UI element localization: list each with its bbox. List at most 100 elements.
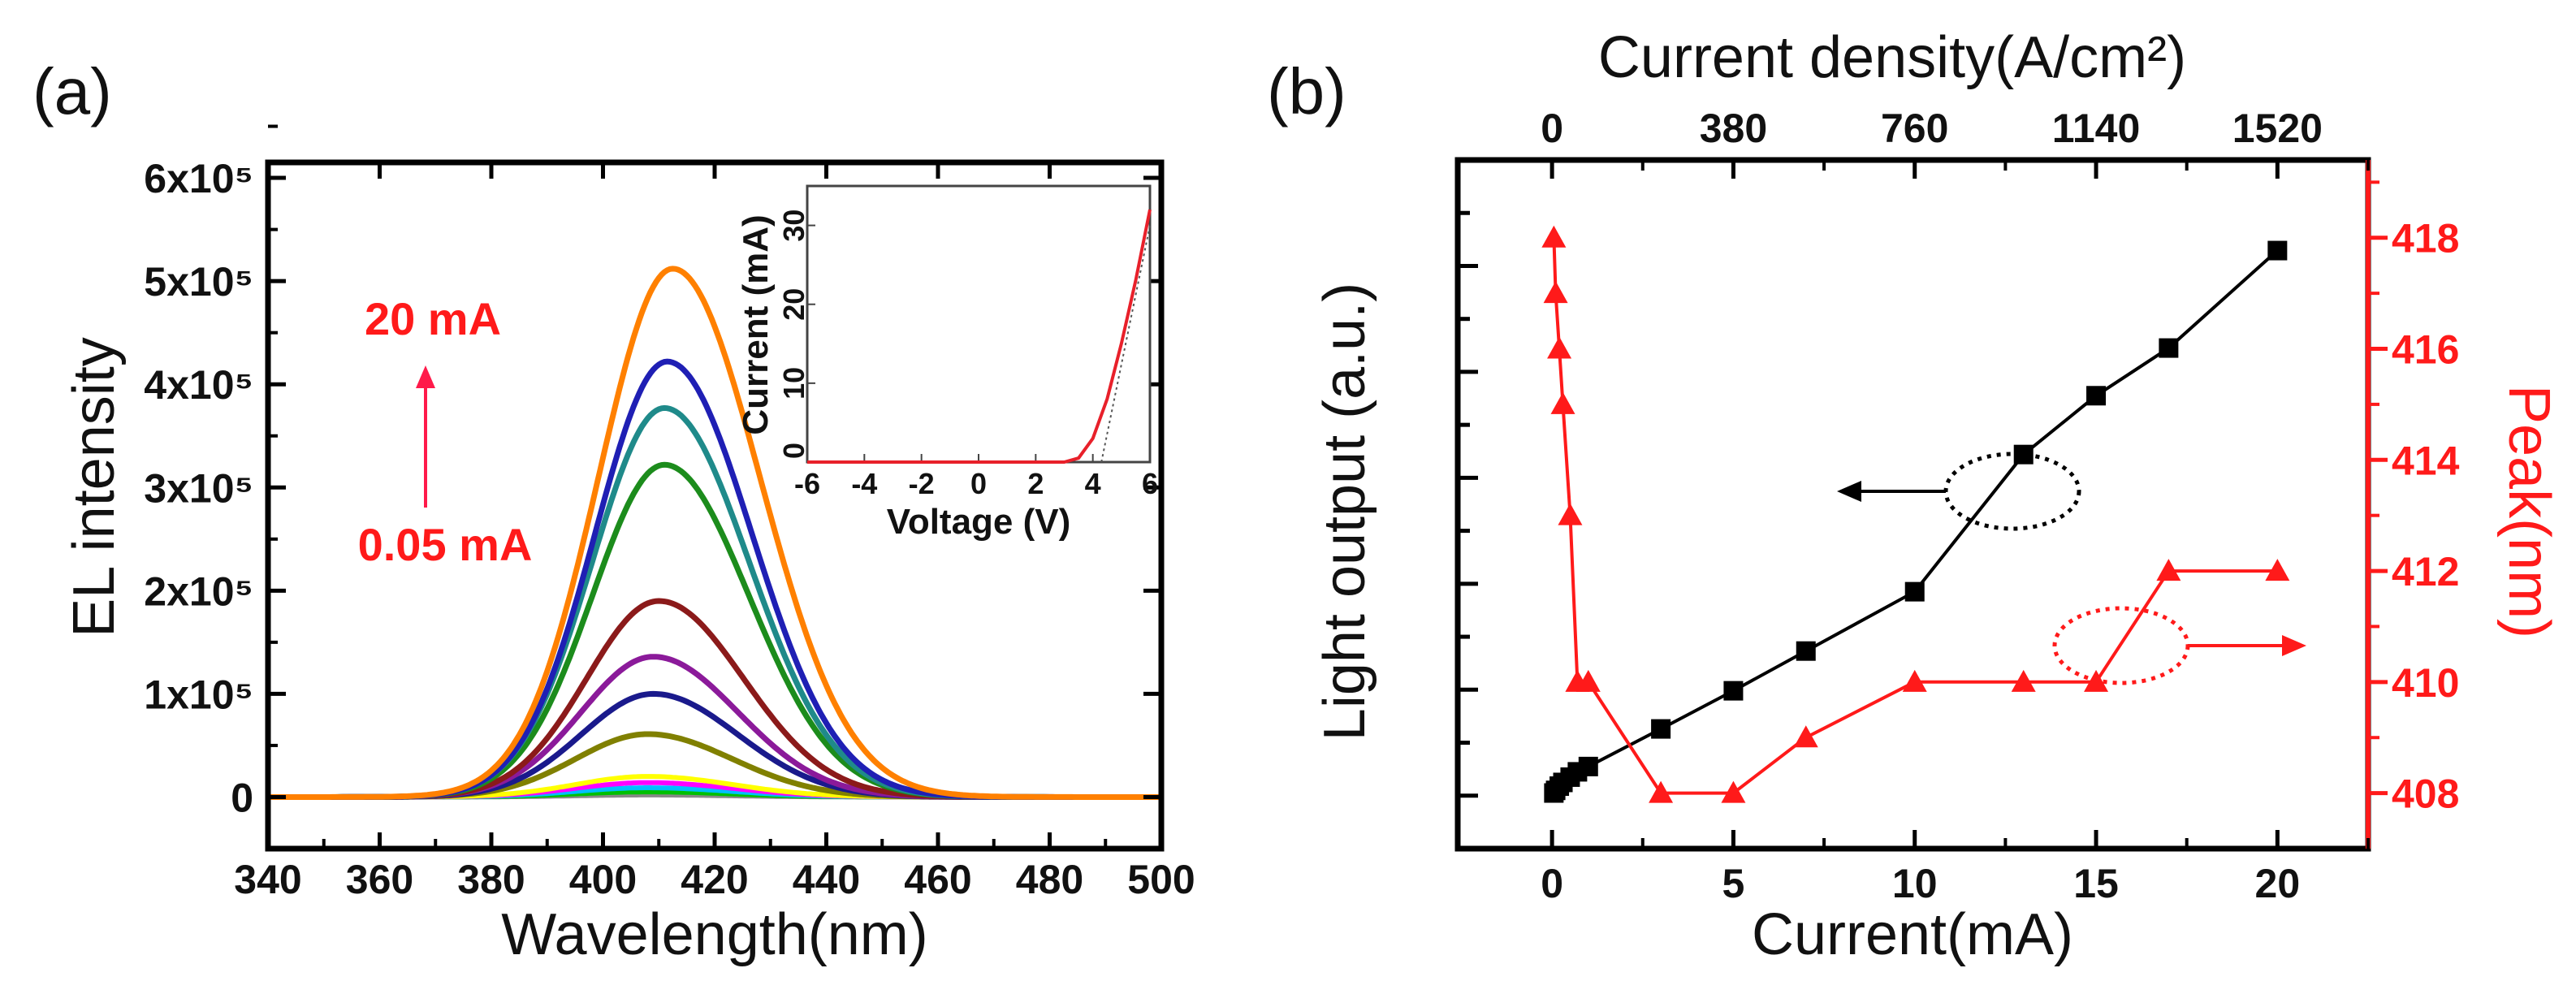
spectra-curves (268, 266, 1161, 800)
x-tick-label: 440 (793, 857, 860, 902)
light-output-point (2267, 240, 2288, 261)
inset-y-tick-label: 10 (777, 367, 810, 400)
right-y-tick-label: 414 (2392, 438, 2460, 483)
panel-b-ylabel-right: Peak(nm) (2496, 385, 2561, 638)
inset-x-tick-label: 6 (1142, 467, 1158, 500)
inset-frame (806, 184, 1152, 464)
x-tick-label: 360 (346, 857, 413, 902)
right-y-tick-label: 418 (2392, 216, 2459, 261)
inset-x-tick-label: -2 (909, 467, 935, 500)
light-output-axis-indicator (1837, 452, 2081, 531)
peak-point (1649, 780, 1674, 803)
peak-point (1721, 780, 1746, 803)
annotation-low-current: 0.05 mA (358, 519, 533, 570)
top-x-tick-label: 380 (1700, 106, 1767, 151)
x-tick-label: 460 (904, 857, 971, 902)
inset-y-tick-label: 0 (777, 443, 810, 459)
panel-b-label: (b) (1267, 55, 1346, 127)
top-x-tick-label: 1520 (2232, 106, 2323, 151)
up-arrow-head-icon (416, 365, 435, 388)
x-tick-label: 15 (2073, 861, 2119, 906)
inset-x-tick-label: -4 (851, 467, 877, 500)
x-tick-label: 420 (681, 857, 748, 902)
x-tick-label: 400 (569, 857, 637, 902)
x-tick-label: 500 (1127, 857, 1195, 902)
peak-point (1550, 391, 1575, 414)
right-y-tick-label: 412 (2392, 549, 2459, 594)
inset-x-tick-label: -6 (794, 467, 820, 500)
peak-point (1547, 336, 1572, 359)
inset-y-tick-label: 30 (777, 210, 810, 242)
panel-b-xlabel: Current(mA) (1752, 902, 2073, 967)
y-tick-label: 0 (231, 775, 253, 820)
y-tick-label: 4x10⁵ (144, 362, 253, 408)
y-tick-label: 2x10⁵ (144, 568, 253, 614)
peak-point (1575, 669, 1601, 692)
top-x-tick-label: 760 (1881, 106, 1948, 151)
panel-b-ticks: 0 0 5 380 10 760 15 1140 20 1520 408 410 412 414 416 41… (1458, 106, 2460, 906)
peak-point (2156, 559, 2181, 581)
inset-iv-curve (807, 209, 1152, 464)
inset-xlabel: Voltage (V) (887, 502, 1071, 542)
x-tick-label: 480 (1016, 857, 1083, 902)
right-arrow-icon (2282, 635, 2306, 656)
series-line-peak (1552, 237, 2278, 795)
iv-inset: -6 -4 -2 0 2 4 6 0 10 20 30 Voltage (V) Current (m… (736, 184, 1158, 542)
top-x-tick-label: 1140 (2052, 106, 2140, 151)
light-output-point (1651, 719, 1671, 739)
panel-a-xlabel: Wavelength(nm) (501, 902, 928, 967)
x-tick-label: 380 (457, 857, 525, 902)
peak-point (1793, 725, 1818, 748)
spectrum-curve-7-mA (268, 654, 1161, 800)
light-output-point (1904, 581, 1925, 602)
light-output-point (1578, 756, 1598, 776)
peak-axis-indicator (2052, 606, 2306, 685)
right-y-tick-label: 408 (2392, 771, 2459, 817)
x-tick-label: 340 (234, 857, 301, 902)
light-output-ellipse (1943, 452, 2081, 531)
panel-b-top-xlabel: Current density(A/cm²) (1598, 25, 2186, 90)
peak-point (1902, 669, 1927, 692)
panel-a: (a) 340 360 380 400 420 440 460 480 50001x10⁵2x1… (32, 55, 1195, 967)
inset-fit-line (1100, 225, 1151, 463)
top-x-tick-label: 0 (1541, 106, 1563, 151)
inset-y-tick-label: 20 (777, 288, 810, 321)
panel-a-ticks: 340 360 380 400 420 440 460 480 50001x10⁵2x10⁵3x… (144, 124, 1195, 902)
series-line-light-output (1552, 249, 2279, 794)
inset-x-tick-label: 2 (1027, 467, 1044, 500)
x-tick-label: 5 (1722, 861, 1745, 906)
y-tick-label: 3x10⁵ (144, 465, 253, 511)
inset-marks: -6 -4 -2 0 2 4 6 0 10 20 30 (777, 210, 1158, 500)
panel-b: (b) Current density(A/cm²) 0 0 5 380 10 760 15… (1267, 25, 2561, 967)
right-y-tick-label: 416 (2392, 327, 2459, 373)
y-tick-label: 1x10⁵ (144, 672, 253, 717)
inset-x-tick-label: 4 (1085, 467, 1101, 500)
peak-point (2265, 559, 2290, 581)
left-arrow-icon (1837, 481, 1861, 502)
panel-b-ylabel-left: Light output (a.u.) (1312, 283, 1377, 741)
peak-point (1541, 225, 1567, 248)
light-output-point (2159, 338, 2179, 358)
x-tick-label: 20 (2255, 861, 2301, 906)
panel-a-ylabel: EL intensity (62, 337, 127, 637)
light-output-point (2086, 386, 2107, 406)
inset-ylabel: Current (mA) (736, 214, 776, 434)
spectrum-curve-10-mA (268, 598, 1161, 800)
y-tick-label: 6x10⁵ (144, 156, 253, 201)
panel-a-label: (a) (32, 55, 112, 127)
right-y-tick-label: 410 (2392, 660, 2459, 706)
panel-b-series (1541, 225, 2290, 803)
x-tick-label: 10 (1892, 861, 1938, 906)
spectrum-curve-20-mA (268, 266, 1161, 800)
current-arrow-annotation: 20 mA 0.05 mA (358, 293, 533, 570)
annotation-high-current: 20 mA (365, 293, 501, 344)
inset-x-tick-label: 0 (970, 467, 987, 500)
peak-point (1558, 503, 1583, 525)
y-tick-label: 5x10⁵ (144, 259, 253, 305)
x-tick-label: 0 (1541, 861, 1563, 906)
peak-point (1543, 281, 1568, 304)
light-output-point (1796, 641, 1816, 661)
light-output-point (1723, 681, 1744, 701)
panel-b-plot-frame (1454, 157, 2371, 852)
